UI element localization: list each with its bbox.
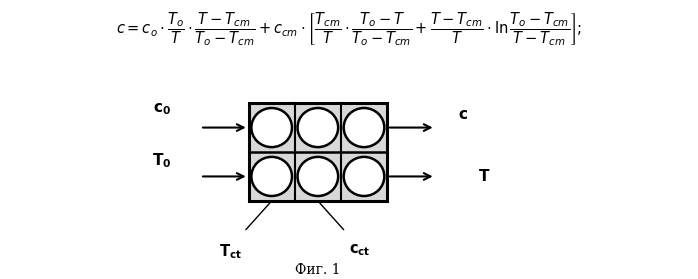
- Text: $c = c_o \cdot \dfrac{T_o}{T} \cdot \dfrac{T - T_{cm}}{T_o - T_{cm}} + c_{cm} \c: $c = c_o \cdot \dfrac{T_o}{T} \cdot \dfr…: [116, 11, 582, 49]
- Ellipse shape: [251, 157, 292, 196]
- Ellipse shape: [297, 157, 338, 196]
- Ellipse shape: [297, 108, 338, 147]
- Text: $\mathbf{c}$: $\mathbf{c}$: [459, 107, 468, 122]
- Ellipse shape: [251, 108, 292, 147]
- Text: $\mathbf{c}_\mathbf{0}$: $\mathbf{c}_\mathbf{0}$: [153, 102, 171, 117]
- Bar: [248, 103, 387, 201]
- Text: $\mathbf{T}_{\mathbf{ct}}$: $\mathbf{T}_{\mathbf{ct}}$: [218, 242, 242, 261]
- Ellipse shape: [343, 108, 385, 147]
- Text: Фиг. 1: Фиг. 1: [295, 263, 341, 277]
- Text: $\mathbf{T}_\mathbf{0}$: $\mathbf{T}_\mathbf{0}$: [152, 152, 172, 170]
- Text: $\mathbf{c}_{\mathbf{ct}}$: $\mathbf{c}_{\mathbf{ct}}$: [348, 242, 370, 258]
- Text: $\mathbf{T}$: $\mathbf{T}$: [478, 169, 490, 184]
- Bar: [248, 103, 387, 201]
- Ellipse shape: [343, 157, 385, 196]
